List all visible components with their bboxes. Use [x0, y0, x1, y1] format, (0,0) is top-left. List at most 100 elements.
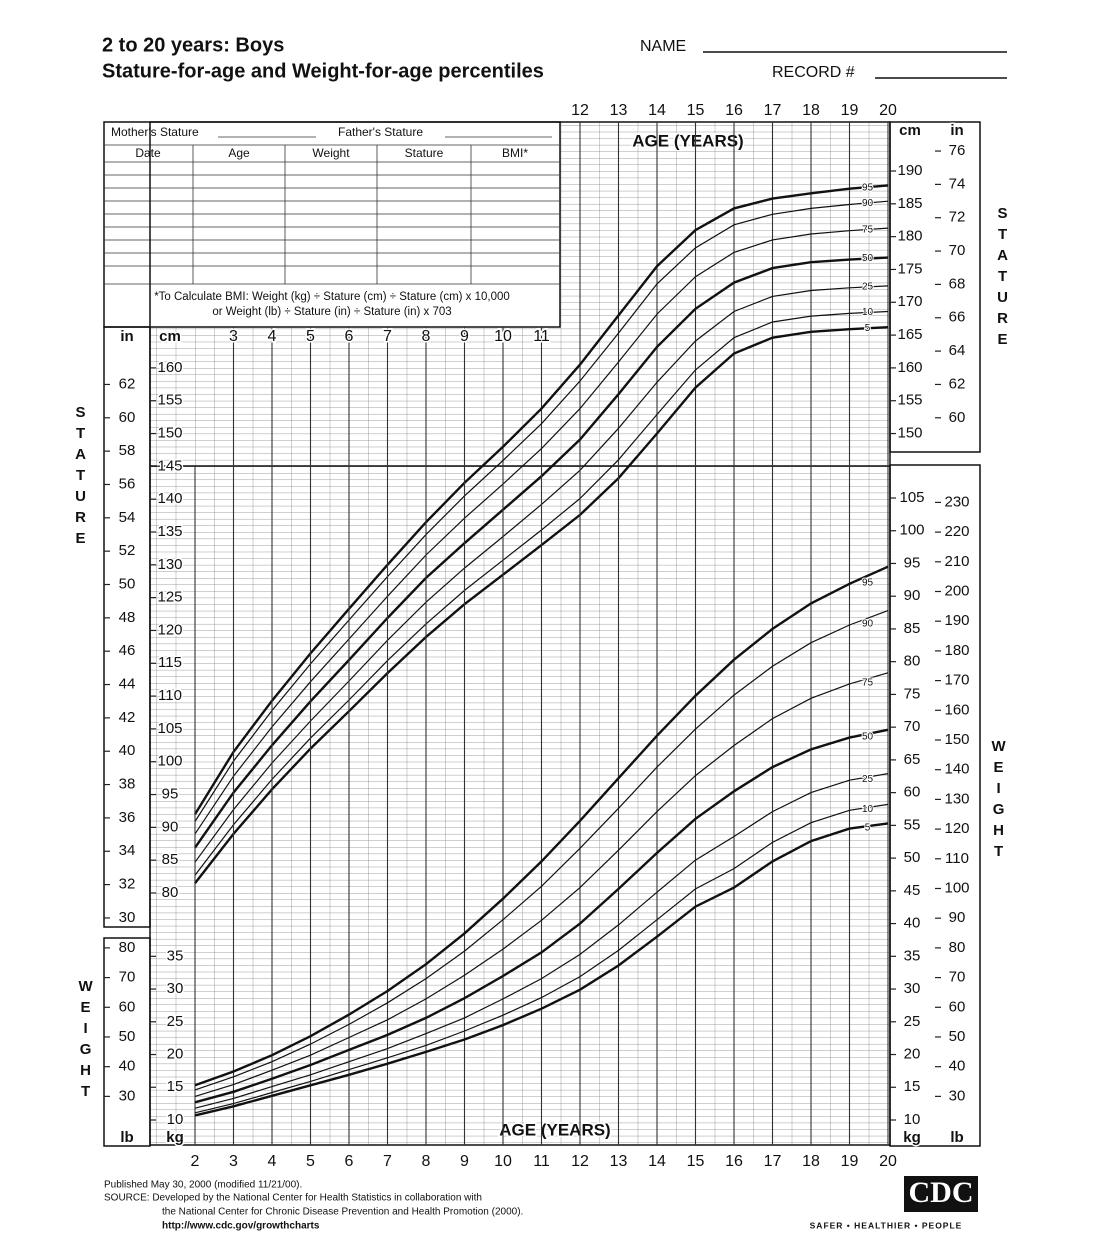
x-tick-label: 15 — [687, 1153, 705, 1170]
x-tick-label: 6 — [345, 328, 354, 345]
y-tick-label: 190 — [897, 162, 922, 179]
y-tick-label: 30 — [949, 1087, 966, 1104]
y-tick-label: 30 — [904, 980, 921, 997]
name-label: NAME — [640, 38, 686, 55]
x-tick-label: 19 — [841, 1153, 859, 1170]
x-tick-label: 12 — [571, 1153, 589, 1170]
percentile-line — [194, 672, 889, 1097]
series-label: 95 — [862, 182, 874, 193]
unit-label: in — [120, 328, 133, 345]
y-tick-label: 36 — [119, 809, 136, 826]
y-tick-label: 145 — [157, 457, 182, 474]
x-tick-label: 14 — [648, 1153, 666, 1170]
series-label: 5 — [865, 822, 871, 833]
y-tick-label: 160 — [944, 701, 969, 718]
y-tick-label: 58 — [119, 442, 136, 459]
y-tick-label: 130 — [157, 556, 182, 573]
series-label: 10 — [862, 804, 874, 815]
plot: 8085909510010511011512012513013514014515… — [104, 101, 971, 1172]
y-tick-label: 110 — [945, 850, 969, 867]
y-tick-label: 130 — [944, 790, 969, 807]
y-tick-label: 40 — [119, 1058, 136, 1075]
url: http://www.cdc.gov/growthcharts — [162, 1221, 320, 1232]
x-tick-label: 9 — [460, 328, 469, 345]
y-tick-label: 20 — [167, 1045, 184, 1062]
father-stature: Father's Stature — [338, 125, 423, 139]
unit-label: in — [950, 122, 963, 139]
y-tick-label: 80 — [119, 939, 136, 956]
x-tick-label: 10 — [494, 328, 512, 345]
bmi-note: or Weight (lb) ÷ Stature (in) ÷ Stature … — [212, 306, 451, 318]
y-axis-title: WEIGHT — [990, 738, 1007, 864]
series-label: 50 — [862, 253, 874, 264]
x-tick-label: 18 — [802, 1153, 820, 1170]
y-tick-label: 160 — [897, 359, 922, 376]
y-tick-label: 54 — [119, 509, 136, 526]
y-tick-label: 115 — [158, 654, 182, 671]
y-tick-label: 90 — [162, 818, 179, 835]
y-tick-label: 35 — [167, 947, 184, 964]
y-tick-label: 50 — [119, 1028, 136, 1045]
y-tick-label: 34 — [119, 842, 136, 859]
x-tick-label: 6 — [345, 1153, 354, 1170]
y-tick-label: 30 — [119, 909, 136, 926]
record-box — [103, 121, 561, 328]
y-tick-label: 15 — [167, 1078, 184, 1095]
x-tick-label: 14 — [648, 102, 666, 119]
x-tick-label: 8 — [422, 1153, 431, 1170]
x-tick-label: 8 — [422, 328, 431, 345]
x-tick-label: 17 — [764, 102, 782, 119]
percentile-line — [194, 565, 889, 1087]
y-tick-label: 180 — [944, 642, 969, 659]
y-tick-label: 175 — [897, 260, 922, 277]
y-tick-label: 105 — [157, 720, 182, 737]
x-tick-label: 3 — [229, 328, 238, 345]
x-axis-title: AGE (YEARS) — [499, 1120, 610, 1139]
y-tick-label: 15 — [904, 1078, 921, 1095]
x-tick-label: 7 — [383, 1153, 392, 1170]
x-tick-label: 5 — [306, 1153, 315, 1170]
y-tick-label: 170 — [897, 293, 922, 310]
column-header: Age — [228, 146, 250, 160]
y-tick-label: 70 — [949, 969, 966, 986]
logo: CDC — [909, 1176, 974, 1209]
y-tick-label: 55 — [904, 816, 921, 833]
y-tick-label: 120 — [944, 820, 969, 837]
unit-label: kg — [166, 1129, 184, 1146]
x-tick-label: 13 — [610, 1153, 628, 1170]
series-label: 25 — [862, 774, 874, 785]
y-tick-label: 40 — [904, 915, 921, 932]
unit-label: cm — [159, 328, 181, 345]
y-tick-label: 25 — [167, 1013, 184, 1030]
percentile-line — [194, 803, 889, 1114]
y-tick-label: 40 — [119, 742, 136, 759]
y-tick-label: 100 — [157, 753, 182, 770]
y-tick-label: 100 — [899, 522, 924, 539]
unit-label: kg — [903, 1129, 921, 1146]
x-tick-label: 7 — [383, 328, 392, 345]
x-tick-label: 16 — [725, 1153, 743, 1170]
y-tick-label: 80 — [162, 884, 179, 901]
x-tick-label: 4 — [268, 328, 277, 345]
y-tick-label: 30 — [119, 1087, 136, 1104]
percentile-line — [194, 822, 889, 1117]
axis-columns — [103, 121, 981, 1147]
y-tick-label: 90 — [904, 587, 921, 604]
x-tick-label: 12 — [571, 102, 589, 119]
x-tick-label: 10 — [494, 1153, 512, 1170]
y-tick-label: 70 — [119, 969, 136, 986]
y-tick-label: 95 — [904, 554, 921, 571]
y-tick-label: 170 — [944, 672, 969, 689]
unit-label: lb — [950, 1129, 963, 1146]
x-tick-label: 9 — [460, 1153, 469, 1170]
y-tick-label: 10 — [167, 1111, 184, 1128]
x-tick-label: 19 — [841, 102, 859, 119]
y-tick-label: 42 — [119, 709, 136, 726]
y-tick-label: 95 — [162, 786, 179, 803]
y-tick-label: 44 — [119, 676, 136, 693]
y-tick-label: 165 — [897, 326, 922, 343]
x-tick-label: 15 — [687, 102, 705, 119]
unit-label: lb — [120, 1129, 133, 1146]
y-tick-label: 180 — [897, 228, 922, 245]
percentile-line — [194, 610, 889, 1091]
